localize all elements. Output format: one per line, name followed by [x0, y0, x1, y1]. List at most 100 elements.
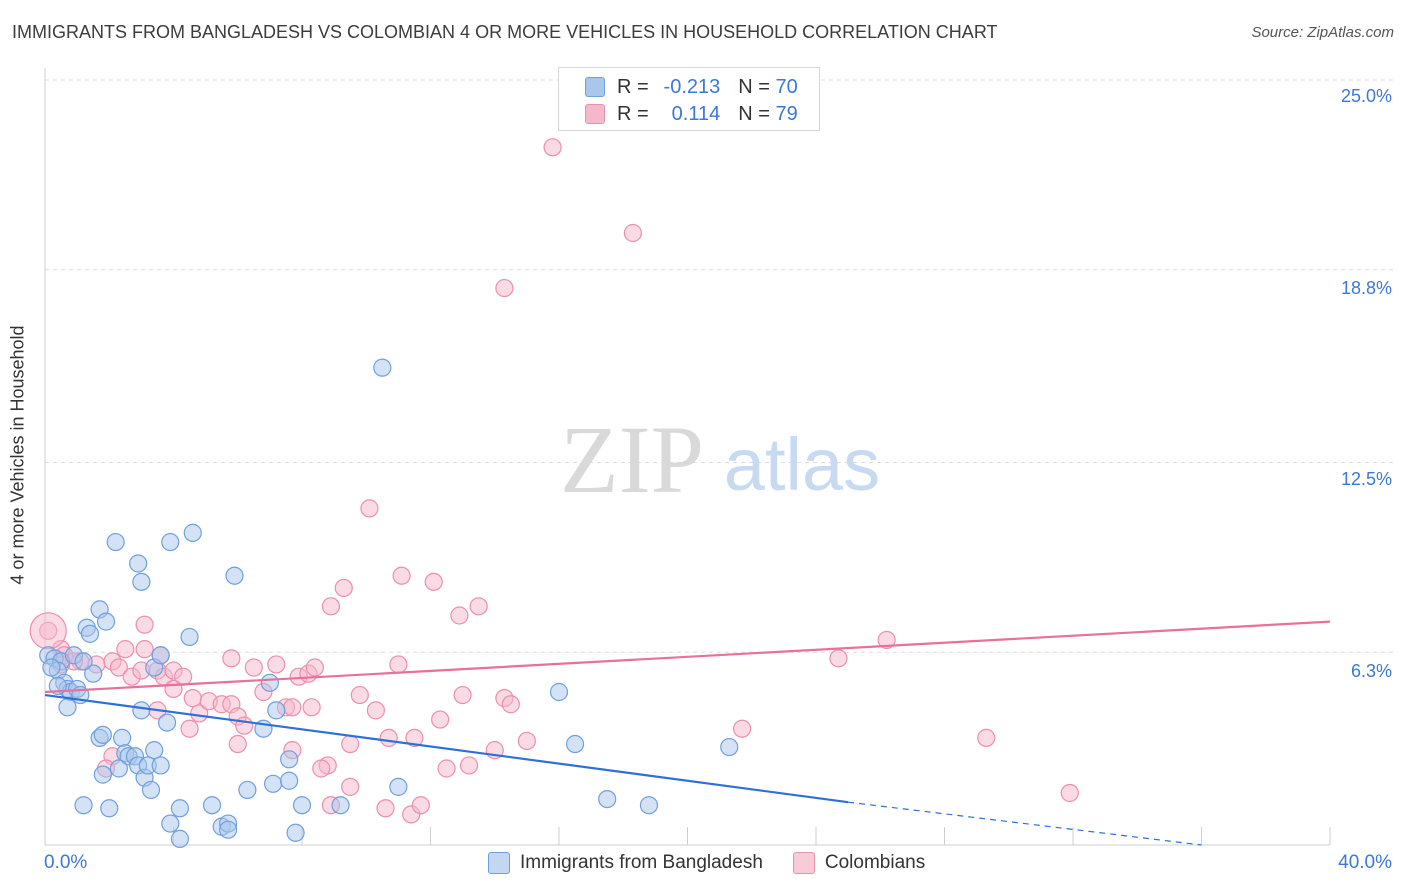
data-point — [145, 741, 164, 760]
data-point — [109, 658, 128, 677]
data-point — [225, 566, 244, 585]
data-point — [405, 728, 424, 748]
trend-line-bangladesh-extension — [848, 801, 1202, 846]
legend-label-bangladesh: Immigrants from Bangladesh — [520, 852, 763, 873]
data-point — [42, 658, 61, 677]
series-legend: Immigrants from Bangladesh Colombians — [488, 852, 955, 874]
data-point — [459, 756, 479, 775]
legend-swatch-blue — [488, 852, 510, 874]
data-point — [373, 358, 392, 377]
x-tick-label-max: 40.0% — [1338, 852, 1392, 873]
data-point — [180, 627, 199, 647]
legend-r-label: R = — [617, 102, 649, 125]
data-point — [543, 138, 562, 157]
legend-swatch-pink — [585, 104, 605, 124]
data-point — [392, 566, 411, 585]
data-point — [96, 612, 116, 631]
data-point — [379, 728, 398, 748]
data-point — [112, 728, 132, 748]
data-point — [389, 655, 408, 674]
data-point — [141, 780, 161, 800]
data-point — [151, 756, 170, 775]
data-point — [58, 698, 77, 717]
data-point — [109, 759, 128, 778]
data-point — [161, 814, 180, 833]
data-point — [411, 796, 430, 815]
data-point — [302, 698, 321, 717]
data-point — [283, 698, 302, 717]
data-point — [720, 737, 739, 757]
data-point — [228, 734, 247, 754]
data-point — [116, 640, 135, 659]
series-colombians — [29, 138, 1079, 824]
data-point — [170, 799, 190, 818]
data-point — [453, 685, 472, 705]
y-tick-label-25: 25.0% — [1340, 86, 1392, 106]
data-point — [366, 701, 385, 720]
data-point — [1060, 783, 1079, 803]
series-bangladesh — [39, 358, 739, 848]
legend-label-colombians: Colombians — [824, 852, 926, 873]
data-point — [501, 695, 520, 714]
data-point — [132, 572, 151, 591]
data-point — [74, 652, 93, 671]
trend-line-colombians — [44, 620, 1331, 694]
data-point — [93, 765, 112, 784]
data-point — [549, 682, 569, 702]
data-point — [517, 731, 536, 751]
y-tick-label-12-5: 12.5% — [1340, 469, 1392, 489]
data-point — [164, 679, 183, 699]
data-point — [431, 710, 450, 729]
data-point — [183, 689, 202, 708]
legend-n-label: N = — [738, 75, 770, 98]
gridlines — [45, 79, 1395, 653]
data-point — [161, 532, 180, 552]
y-tick-label-18-8: 18.8% — [1340, 278, 1392, 298]
correlation-legend: R = -0.213 N = 70 R = 0.114 N = 79 — [558, 67, 820, 131]
legend-r-value: 0.114 — [671, 102, 721, 125]
data-point — [80, 624, 100, 643]
data-point — [334, 578, 353, 598]
data-point — [151, 646, 170, 665]
data-point — [157, 713, 177, 732]
data-point — [469, 597, 488, 616]
data-point — [437, 759, 456, 778]
data-point — [341, 734, 360, 754]
data-point — [977, 728, 996, 748]
data-point — [733, 719, 752, 738]
data-point — [263, 774, 283, 793]
data-point — [244, 658, 263, 677]
legend-row-bangladesh: R = -0.213 N = 70 — [585, 75, 798, 99]
data-point — [292, 796, 312, 815]
trend-lines — [44, 620, 1331, 846]
data-point — [312, 759, 331, 778]
data-point — [100, 799, 119, 818]
legend-r-value: -0.213 — [663, 75, 721, 98]
legend-r-label: R = — [617, 75, 649, 98]
data-point — [135, 615, 154, 634]
data-point — [321, 597, 341, 616]
data-point — [305, 658, 324, 677]
data-point — [639, 796, 659, 815]
data-point-large — [29, 612, 67, 650]
data-point — [183, 523, 202, 542]
data-point — [331, 796, 350, 815]
data-point — [202, 796, 222, 815]
data-point — [219, 820, 238, 839]
data-point — [106, 532, 125, 552]
data-point — [235, 716, 254, 735]
data-point — [360, 499, 379, 518]
legend-item-bangladesh: Immigrants from Bangladesh — [488, 852, 763, 874]
data-point — [565, 734, 585, 754]
data-point — [129, 554, 148, 573]
data-point — [132, 701, 151, 720]
watermark: ZIP atlas — [560, 406, 880, 513]
axes — [44, 68, 1331, 846]
data-point — [376, 799, 395, 818]
data-point — [286, 823, 305, 842]
legend-n-value: 79 — [775, 102, 798, 125]
chart-title: IMMIGRANTS FROM BANGLADESH VS COLOMBIAN … — [12, 22, 998, 42]
source-label: Source: ZipAtlas.com — [1251, 24, 1394, 41]
data-point — [238, 780, 257, 800]
